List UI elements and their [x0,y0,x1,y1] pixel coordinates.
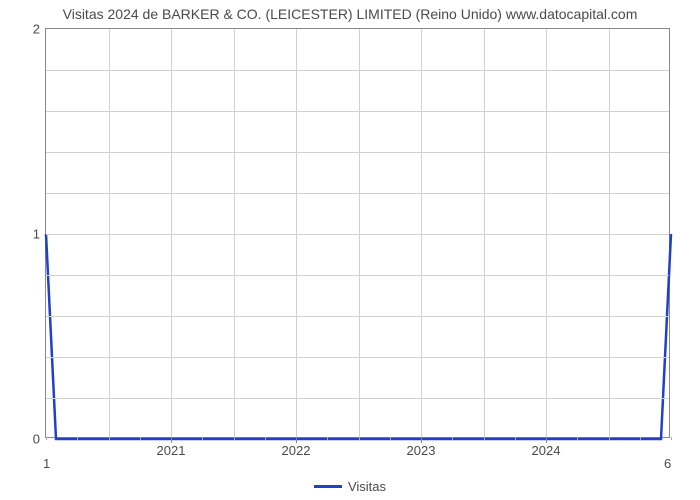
x-axis-start-label: 1 [43,456,50,471]
x-tick-minor [77,437,78,440]
legend: Visitas [0,478,700,494]
x-tick-minor [265,437,266,440]
x-tick-minor [359,437,360,440]
grid-line-vertical [546,29,547,437]
grid-line-horizontal [46,316,669,317]
grid-line-vertical [484,29,485,437]
x-tick-minor [484,437,485,440]
x-tick-minor [109,437,110,440]
legend-label: Visitas [348,479,386,494]
grid-line-vertical [421,29,422,437]
x-tick-label: 2024 [532,443,561,458]
x-axis-end-label: 6 [664,456,671,471]
grid-line-vertical [109,29,110,437]
x-tick-minor [515,437,516,440]
grid-line-horizontal [46,357,669,358]
x-tick-minor [46,437,47,440]
y-tick-label: 2 [33,22,40,37]
grid-line-vertical [234,29,235,437]
x-tick-minor [140,437,141,440]
grid-line-vertical [171,29,172,437]
grid-line-horizontal [46,152,669,153]
grid-line-vertical [609,29,610,437]
y-tick-label: 1 [33,227,40,242]
y-tick-label: 0 [33,432,40,447]
x-tick-label: 2022 [282,443,311,458]
x-tick-minor [577,437,578,440]
x-tick-minor [671,437,672,440]
legend-swatch [314,485,342,488]
x-tick-minor [327,437,328,440]
grid-line-horizontal [46,193,669,194]
x-tick-minor [202,437,203,440]
x-tick-label: 2023 [407,443,436,458]
x-tick-minor [452,437,453,440]
chart-title: Visitas 2024 de BARKER & CO. (LEICESTER)… [0,6,700,22]
grid-line-vertical [296,29,297,437]
x-tick-minor [234,437,235,440]
grid-line-horizontal [46,398,669,399]
x-tick-minor [640,437,641,440]
x-tick-minor [609,437,610,440]
plot-area: 0122021202220232024 [45,28,670,438]
x-tick-label: 2021 [157,443,186,458]
x-tick-minor [390,437,391,440]
grid-line-vertical [359,29,360,437]
grid-line-horizontal [46,275,669,276]
grid-line-horizontal [46,111,669,112]
grid-line-horizontal [46,234,669,235]
grid-line-horizontal [46,70,669,71]
